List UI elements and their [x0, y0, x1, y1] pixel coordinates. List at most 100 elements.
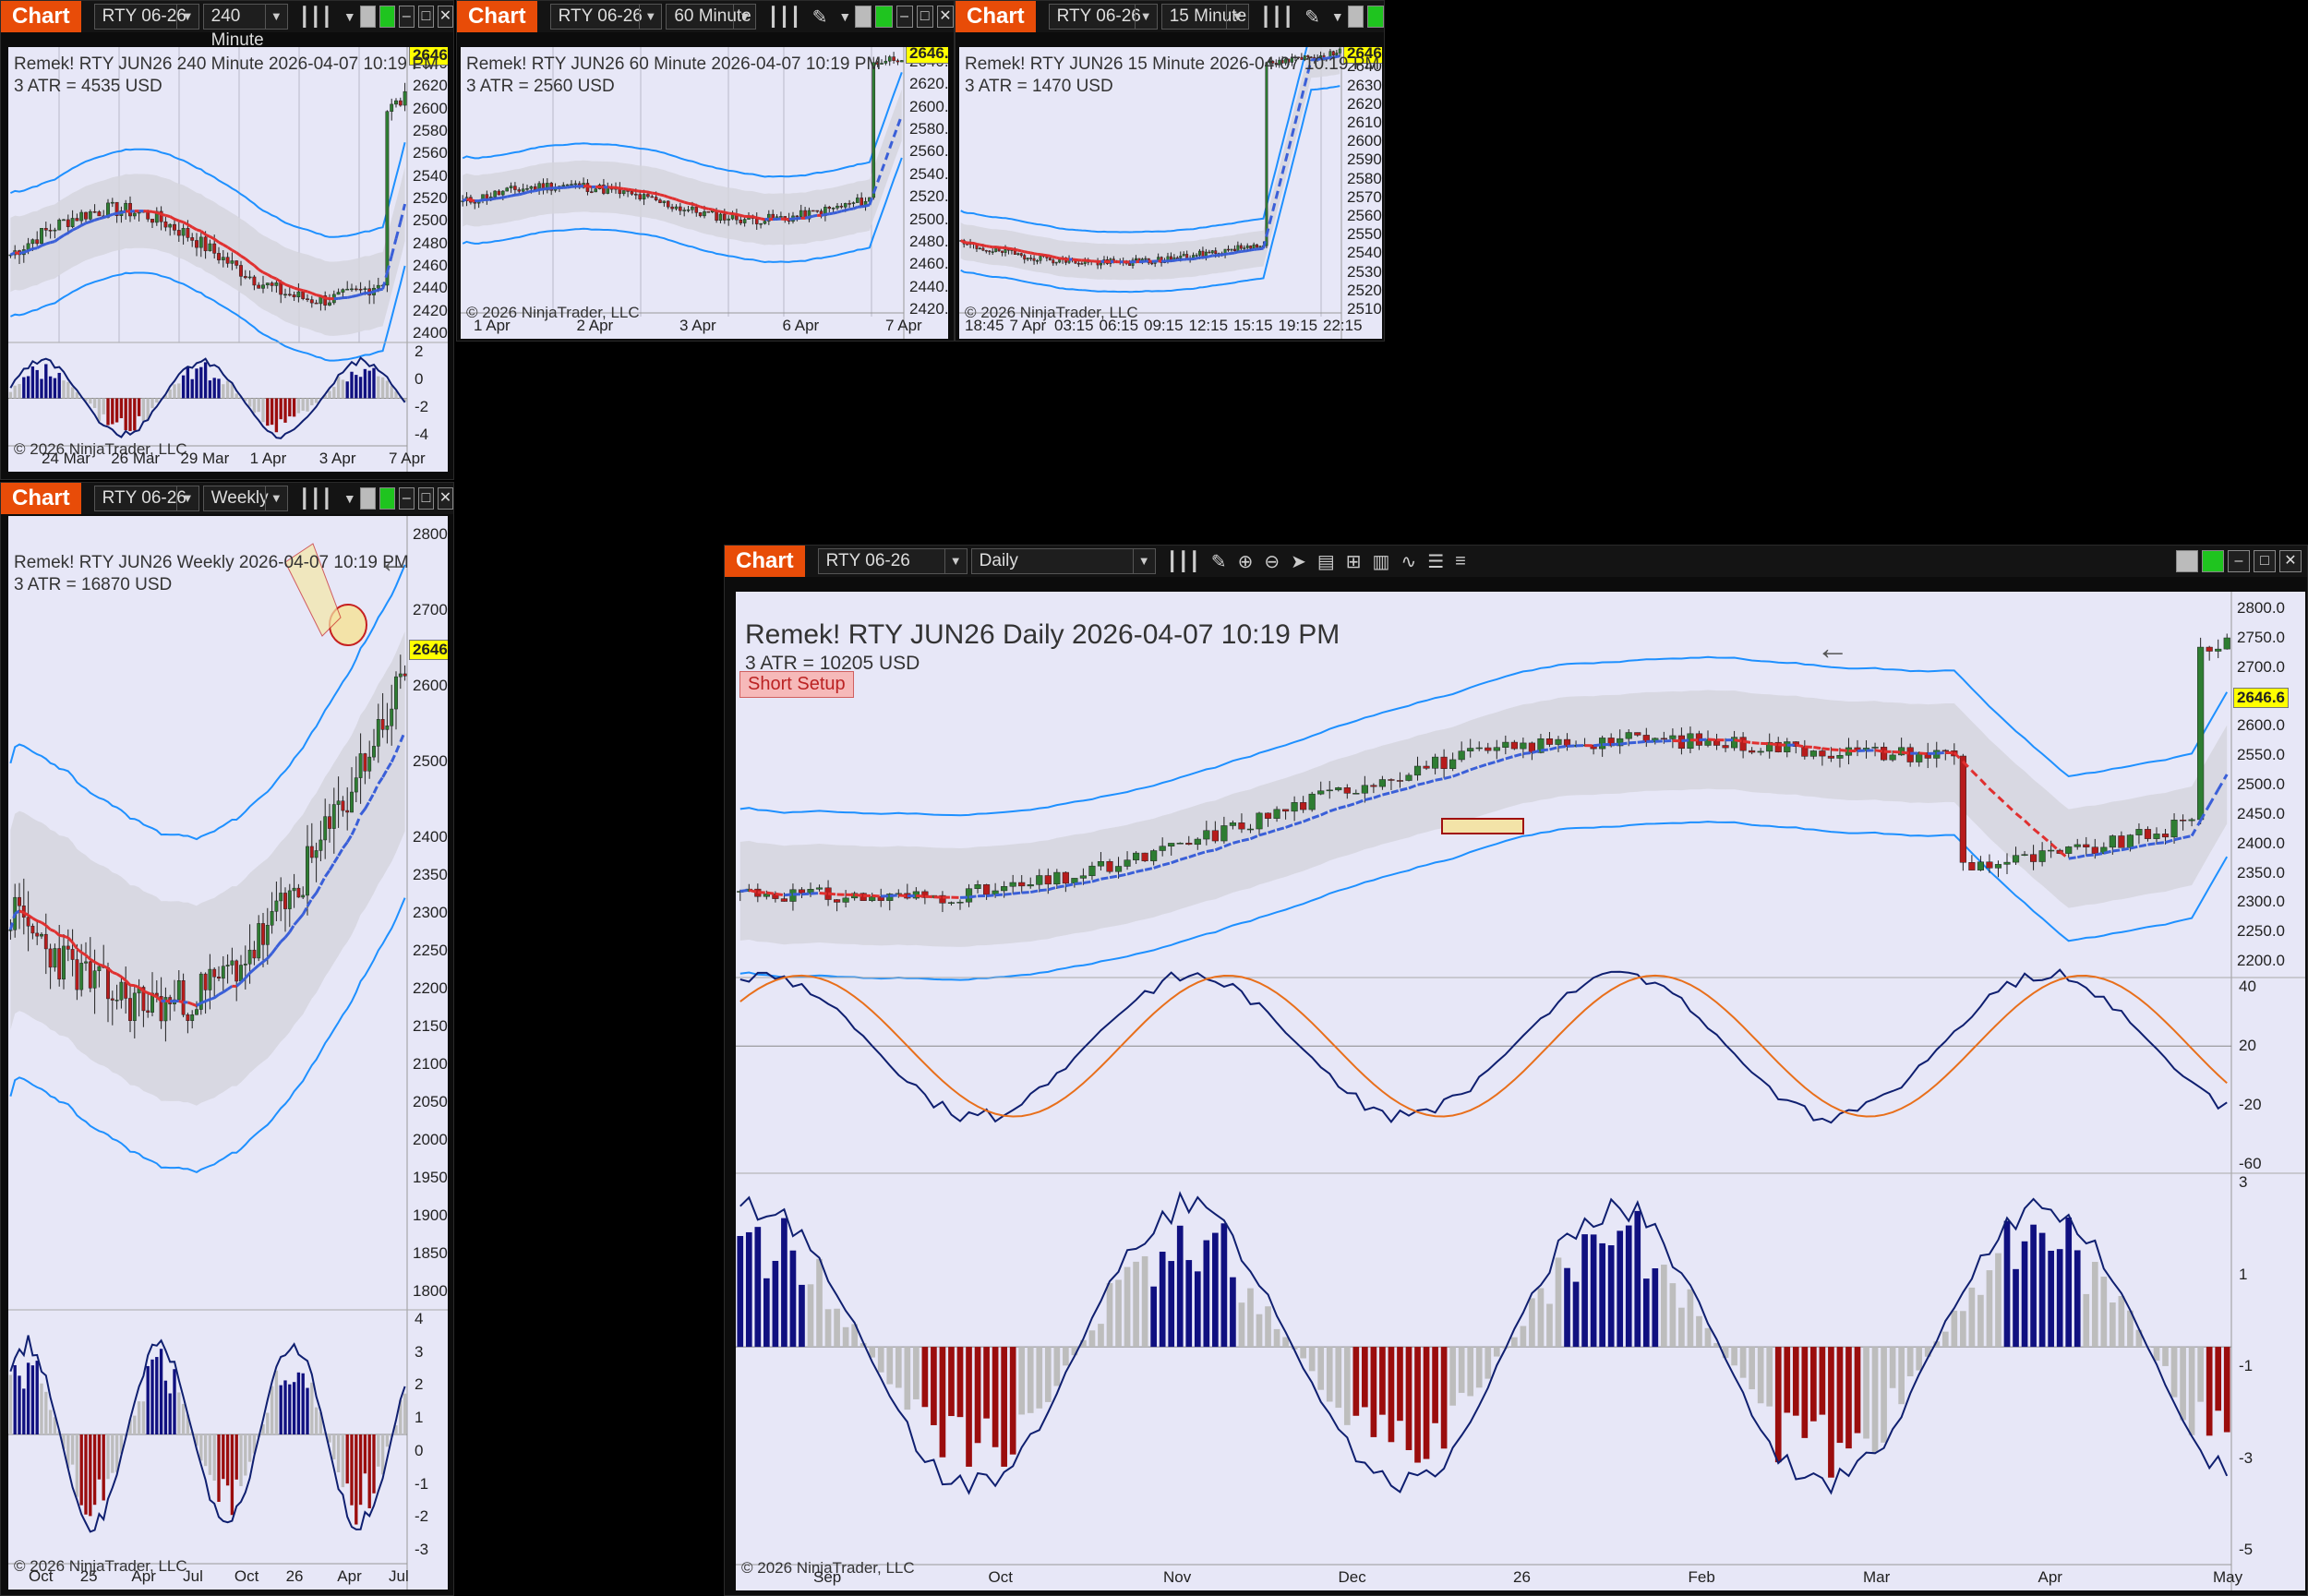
histogram-bar [403, 1393, 407, 1434]
histogram-bar [1397, 1347, 1403, 1422]
close-button[interactable]: ✕ [2279, 550, 2302, 572]
instrument-selector[interactable]: RTY 06-26 ▼ [93, 4, 199, 30]
link-gray-button[interactable] [1347, 6, 1364, 28]
y-tick-label: 2600.0 [2237, 716, 2285, 735]
candle-body [872, 62, 876, 198]
link-gray-button[interactable] [855, 6, 872, 28]
properties-icon[interactable]: ☰ [1427, 551, 1445, 572]
link-gray-button[interactable] [2176, 550, 2198, 572]
link-green-button[interactable] [2202, 550, 2224, 572]
link-green-button[interactable] [379, 487, 395, 510]
chart-menu-button[interactable]: Chart [1, 1, 81, 32]
chart-menu-button[interactable]: Chart [457, 1, 537, 32]
dropdown-icon[interactable]: ▼ [1330, 9, 1344, 24]
strategies-icon[interactable]: ∿ [1400, 551, 1417, 572]
interval-selector[interactable]: Weekly ▼ [202, 486, 288, 511]
data-box-icon[interactable]: ▤ [1316, 551, 1335, 572]
chart-panel[interactable]: 1800.0 1850.0 1900.0 1950.0 2000.0 2050.0 2100… [8, 516, 448, 1590]
osc-tick-label: 2 [415, 1375, 424, 1394]
y-tick-label: 2500.0 [2237, 775, 2285, 793]
close-button[interactable]: ✕ [437, 6, 453, 28]
minimize-button[interactable]: – [398, 487, 415, 510]
maximize-button[interactable]: □ [916, 6, 933, 28]
candle-body [1545, 738, 1554, 745]
maximize-button[interactable]: □ [417, 6, 434, 28]
candle-body [239, 965, 243, 982]
y-tick-label: 2550.0 [2237, 746, 2285, 764]
trend-line [643, 189, 649, 194]
chart-menu-button[interactable]: Chart [1, 483, 81, 514]
interval-selector[interactable]: Daily ▼ [970, 548, 1156, 574]
chart-panel[interactable]: 2400.0 2420.0 2440.0 2460.0 2480.0 2500.0 2520… [8, 47, 448, 472]
candle-body [621, 190, 626, 195]
zoom-in-icon[interactable]: ⊕ [1237, 551, 1254, 572]
interval-selector[interactable]: 60 Minute ▼ [666, 4, 757, 30]
link-gray-button[interactable] [359, 487, 376, 510]
drawing-tool-icon[interactable]: ✎ [811, 6, 828, 28]
bar-type-icon[interactable]: ┃┃┃ [298, 488, 332, 510]
minimize-button[interactable]: – [896, 6, 913, 28]
zoom-out-icon[interactable]: ⊖ [1264, 551, 1280, 572]
instrument-selector[interactable]: RTY 06-26 ▼ [93, 486, 199, 511]
list-icon[interactable]: ≡ [1455, 550, 1466, 571]
bar-type-icon[interactable]: ┃┃┃ [767, 6, 801, 28]
trend-line [466, 198, 472, 202]
y-tick-label: 2300.0 [413, 904, 448, 921]
candle-body [1097, 860, 1105, 867]
indicators-icon[interactable]: ▥ [1372, 551, 1390, 572]
candle-body [358, 288, 363, 291]
upper-band [960, 47, 1308, 234]
maximize-button[interactable]: □ [417, 487, 434, 510]
link-green-button[interactable] [1367, 6, 1385, 28]
candle-body [345, 288, 350, 291]
trend-line [102, 214, 109, 220]
y-tick-label: 2500.0 [413, 752, 448, 770]
template-icon[interactable]: ⊞ [1345, 551, 1362, 572]
dropdown-icon[interactable]: ▼ [343, 491, 356, 506]
drawing-tool-icon[interactable]: ✎ [1210, 551, 1227, 572]
interval-selector[interactable]: 15 Minute ▼ [1160, 4, 1249, 30]
chart-panel[interactable]: 2510.02520.02530.02540.02550.02560.02570… [959, 47, 1382, 339]
candle-body [1502, 741, 1509, 748]
dropdown-icon[interactable]: ▼ [343, 9, 356, 24]
instrument-selector[interactable]: RTY 06-26 ▼ [1048, 4, 1158, 30]
bar-type-icon[interactable]: ┃┃┃ [1259, 6, 1294, 28]
trend-line [1461, 768, 1472, 775]
dropdown-icon[interactable]: ▼ [838, 9, 852, 24]
close-button[interactable]: ✕ [936, 6, 954, 28]
trend-line [700, 205, 705, 210]
candle-body [394, 676, 398, 710]
minimize-button[interactable]: – [398, 6, 415, 28]
maximize-button[interactable]: □ [2254, 550, 2276, 572]
bar-type-icon[interactable]: ┃┃┃ [1166, 551, 1200, 572]
drawing-tool-icon[interactable]: ✎ [1304, 6, 1320, 28]
link-green-button[interactable] [379, 6, 395, 28]
trend-line [2217, 774, 2229, 791]
candle-body [521, 188, 525, 192]
instrument-selector[interactable]: RTY 06-26 ▼ [817, 548, 968, 574]
candle-body [1236, 245, 1240, 252]
close-button[interactable]: ✕ [437, 487, 453, 510]
candle-body [763, 221, 767, 224]
histogram-bar [1124, 1266, 1131, 1348]
instrument-selector[interactable]: RTY 06-26 ▼ [549, 4, 663, 30]
histogram-bar [1133, 1261, 1139, 1348]
histogram-bar [1317, 1347, 1325, 1390]
histogram-bar [1731, 1347, 1737, 1366]
histogram-bar [79, 1434, 83, 1506]
chart-panel[interactable]: 2420.0 2440.0 2460.0 2480.0 2500.0 2520.0 2540… [461, 47, 948, 339]
trend-line [675, 198, 681, 203]
link-green-button[interactable] [875, 6, 893, 28]
histogram-bar [44, 1391, 48, 1434]
histogram-bar [274, 398, 279, 433]
trend-line [394, 741, 403, 753]
bar-type-icon[interactable]: ┃┃┃ [298, 6, 332, 28]
chart-menu-button[interactable]: Chart [956, 1, 1036, 32]
interval-selector[interactable]: 240 Minute ▼ [202, 4, 288, 50]
histogram-bar [119, 1434, 124, 1454]
chart-menu-button[interactable]: Chart [725, 546, 805, 577]
minimize-button[interactable]: – [2228, 550, 2250, 572]
chart-panel[interactable]: 2200.0 2250.0 2300.0 2350.0 2400.0 2450.0 2500… [736, 592, 2305, 1590]
link-gray-button[interactable] [359, 6, 376, 28]
pointer-icon[interactable]: ➤ [1291, 551, 1306, 572]
